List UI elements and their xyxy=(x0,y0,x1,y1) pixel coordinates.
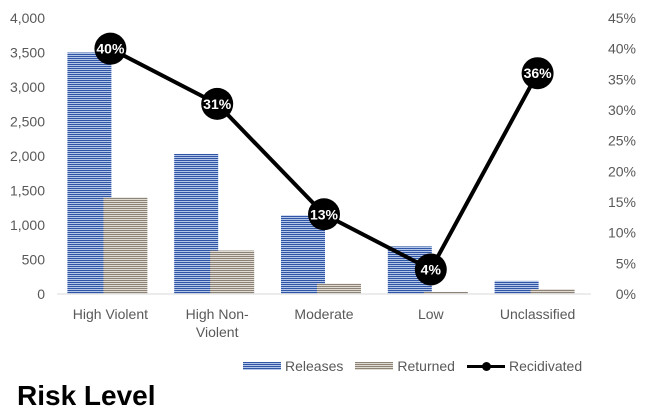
releases-bar xyxy=(494,280,539,294)
recidivated-line-group: 40% 31% 13% 4% 36% xyxy=(94,32,554,286)
returned-bar xyxy=(103,197,148,294)
category-label: Low xyxy=(418,306,445,322)
legend: Releases Returned Recidivated xyxy=(243,358,594,374)
right-tick-label: 40% xyxy=(608,41,636,57)
legend-item-returned: Returned xyxy=(355,358,455,374)
returned-bar xyxy=(423,291,468,294)
left-tick-label: 1,500 xyxy=(10,183,45,199)
recidivated-data-label: 31% xyxy=(203,96,232,112)
category-label: High Non- xyxy=(186,306,249,322)
left-axis: 0 500 1,000 1,500 2,000 2,500 3,000 3,500 4,000 xyxy=(10,10,45,302)
recidivated-data-label: 40% xyxy=(96,41,125,57)
returned-bar xyxy=(210,250,255,294)
left-tick-label: 4,000 xyxy=(10,10,45,26)
left-tick-label: 2,500 xyxy=(10,114,45,130)
category-label: Moderate xyxy=(294,306,353,322)
recidivated-data-label: 13% xyxy=(310,206,339,222)
recidivated-point xyxy=(521,57,554,90)
left-tick-label: 500 xyxy=(22,252,46,268)
category-label: Violent xyxy=(196,324,239,340)
recidivated-data-label: 36% xyxy=(524,65,553,81)
left-tick-label: 0 xyxy=(37,286,45,302)
chart-title: Risk Level xyxy=(17,380,156,411)
releases-swatch xyxy=(243,362,281,370)
right-tick-label: 15% xyxy=(608,194,636,210)
right-tick-label: 20% xyxy=(608,163,636,179)
right-tick-label: 35% xyxy=(608,71,636,87)
legend-item-releases: Releases xyxy=(243,358,343,374)
recidivated-swatch xyxy=(466,362,505,371)
left-tick-label: 1,000 xyxy=(10,217,45,233)
category-label: Unclassified xyxy=(500,306,575,322)
legend-label-recidivated: Recidivated xyxy=(508,358,583,374)
right-tick-label: 45% xyxy=(608,10,636,26)
left-tick-label: 3,000 xyxy=(10,79,45,95)
legend-label-returned: Returned xyxy=(397,358,455,374)
returned-swatch xyxy=(355,362,394,370)
right-tick-label: 25% xyxy=(608,133,636,149)
left-tick-label: 3,500 xyxy=(10,45,45,61)
category-axis: High Violent High Non- Violent Moderate Low U… xyxy=(73,306,576,340)
category-label: High Violent xyxy=(73,306,148,322)
recidivated-point xyxy=(94,32,127,65)
recidivated-point xyxy=(308,198,340,231)
recidivated-point xyxy=(414,253,447,286)
returned-bar xyxy=(317,283,361,294)
recidivated-data-label: 4% xyxy=(421,261,442,277)
recidivated-point xyxy=(201,87,234,120)
right-tick-label: 0% xyxy=(616,286,636,302)
legend-label-releases: Releases xyxy=(285,358,344,374)
right-tick-label: 30% xyxy=(608,102,636,118)
bar-group xyxy=(67,52,575,294)
right-tick-label: 10% xyxy=(608,225,636,241)
right-axis: 0% 5% 10% 15% 20% 25% 30% 35% 40% 45% xyxy=(608,10,636,302)
returned-bar xyxy=(530,289,575,294)
right-tick-label: 5% xyxy=(616,255,636,271)
left-tick-label: 2,000 xyxy=(10,148,45,164)
legend-item-recidivated: Recidivated xyxy=(466,358,583,374)
